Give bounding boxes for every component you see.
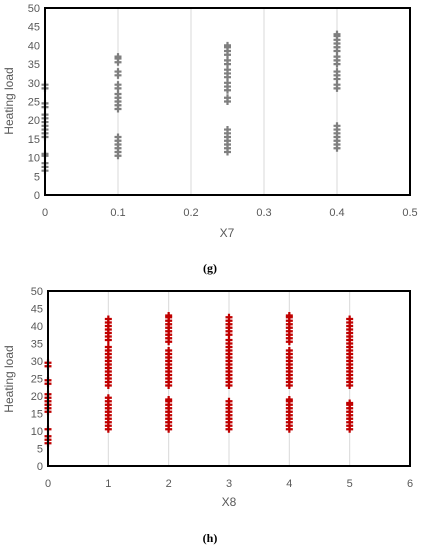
chart-h-y-tick-label: 30 <box>31 356 43 368</box>
chart-h-y-axis-title: Heating load <box>2 345 16 412</box>
chart-g-y-tick-label: 45 <box>28 22 40 34</box>
chart-h-y-tick-label: 5 <box>37 444 43 456</box>
chart-h-data-point <box>346 399 354 407</box>
chart-h-x-tick-label: 2 <box>166 478 172 490</box>
chart-g-x-axis-title: X7 <box>220 226 235 240</box>
chart-h-plot-frame <box>47 290 411 467</box>
chart-g-data-point <box>114 81 122 89</box>
chart-g-x-tick-label: 0.1 <box>110 207 125 219</box>
chart-h-data-point <box>104 315 112 323</box>
chart-g-y-tick-label: 25 <box>28 97 40 109</box>
chart-h-y-tick-label: 45 <box>31 304 43 316</box>
chart-h-data-point <box>285 347 293 354</box>
chart-g-data-point <box>114 53 122 61</box>
chart-g-x-tick-labels: 0 0.1 0.2 0.3 0.4 0.5 <box>42 207 418 219</box>
chart-h-data-point <box>225 313 233 321</box>
chart-g-y-tick-label: 20 <box>28 115 40 127</box>
chart-g-data-point <box>333 122 341 130</box>
chart-g-x-tick-label: 0.5 <box>402 207 417 219</box>
chart-g-data-point <box>224 41 231 49</box>
chart-g-x-tick-label: 0.3 <box>256 207 271 219</box>
chart-g-x-tick-label: 0 <box>42 207 48 219</box>
chart-h-y-tick-label: 15 <box>31 409 43 421</box>
chart-h-x-tick-label: 6 <box>407 478 413 490</box>
chart-g-y-axis-title: Heating load <box>2 67 16 134</box>
chart-h-y-tick-label: 20 <box>31 391 43 403</box>
chart-h-data-point <box>165 396 173 403</box>
chart-h-y-tick-labels: 0 5 10 15 20 25 30 35 40 45 50 <box>31 286 43 473</box>
chart-h-data-point <box>104 394 112 402</box>
chart-h-y-tick-label: 35 <box>31 339 43 351</box>
chart-h-data-point <box>346 315 354 323</box>
chart-g-y-tick-label: 40 <box>28 40 40 52</box>
chart-h-x-tick-label: 0 <box>45 478 51 490</box>
chart-g-data-point <box>333 30 341 38</box>
chart-h-y-tick-label: 0 <box>37 461 43 473</box>
chart-g-y-tick-labels: 0 5 10 15 20 25 30 35 40 45 50 <box>28 3 40 202</box>
chart-g: 0 5 10 15 20 25 30 35 40 45 50 0 0.1 0.2 0.3 0.4 0.5 He… <box>2 3 418 275</box>
chart-h-x-tick-label: 4 <box>286 478 292 490</box>
chart-h-data-point <box>285 312 293 319</box>
chart-g-plot-frame <box>44 7 411 196</box>
chart-g-data-point <box>224 126 231 134</box>
chart-h-y-tick-label: 10 <box>31 426 43 438</box>
chart-h-x-tick-label: 1 <box>105 478 111 490</box>
chart-h-data-point <box>104 343 112 351</box>
chart-g-y-tick-label: 5 <box>34 171 40 183</box>
chart-h-data-point <box>285 396 293 403</box>
chart-h-data-point <box>165 312 173 319</box>
chart-h-y-tick-label: 50 <box>31 286 43 298</box>
chart-h-y-tick-label: 40 <box>31 321 43 333</box>
chart-h-data-point <box>225 397 233 405</box>
chart-h-data-point <box>165 347 173 354</box>
chart-g-caption: (g) <box>203 261 217 275</box>
chart-g-x-tick-label: 0.2 <box>183 207 198 219</box>
chart-g-data-point <box>333 68 341 76</box>
chart-g-y-tick-label: 50 <box>28 3 40 15</box>
chart-g-data-point <box>224 94 231 102</box>
chart-g-y-tick-label: 15 <box>28 134 40 146</box>
chart-g-y-tick-label: 30 <box>28 78 40 90</box>
chart-h-points <box>44 312 354 447</box>
chart-h-y-tick-label: 25 <box>31 374 43 386</box>
chart-g-y-tick-label: 35 <box>28 59 40 71</box>
chart-g-y-tick-label: 10 <box>28 153 40 165</box>
chart-h-caption: (h) <box>203 531 218 545</box>
chart-h-x-axis-title: X8 <box>222 495 237 509</box>
chart-h-x-tick-labels: 0 1 2 3 4 5 6 <box>45 478 413 490</box>
chart-h-x-tick-label: 3 <box>226 478 232 490</box>
chart-g-y-tick-label: 0 <box>34 190 40 202</box>
chart-g-x-tick-label: 0.4 <box>329 207 344 219</box>
chart-g-data-point <box>114 68 122 76</box>
chart-h-x-tick-label: 5 <box>347 478 353 490</box>
chart-g-data-point <box>114 133 122 141</box>
